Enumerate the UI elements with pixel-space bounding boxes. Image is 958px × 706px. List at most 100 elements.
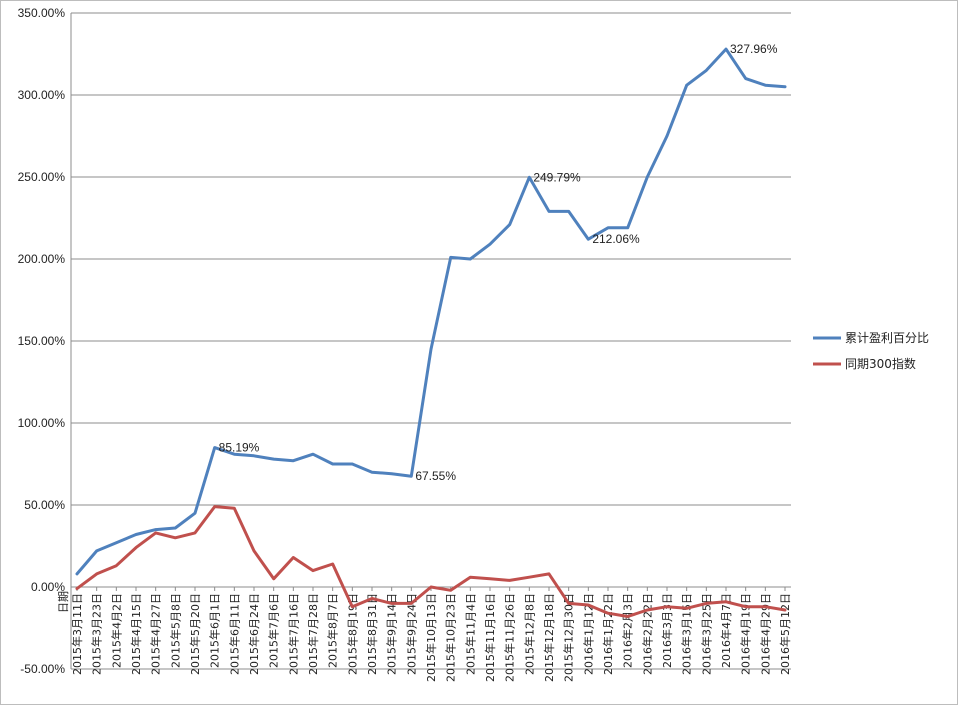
data-point bbox=[469, 575, 472, 579]
x-tick-label: 2015年10月23日 bbox=[444, 593, 458, 682]
data-point bbox=[685, 83, 688, 87]
x-tick-label: 2016年1月22日 bbox=[601, 593, 615, 675]
data-point bbox=[75, 587, 79, 590]
data-point bbox=[272, 577, 275, 580]
data-point bbox=[370, 597, 374, 600]
data-point bbox=[311, 569, 315, 572]
gridlines bbox=[71, 12, 791, 670]
data-point bbox=[75, 572, 79, 576]
data-point bbox=[331, 562, 334, 566]
data-point bbox=[606, 612, 610, 615]
data-label: 85.19% bbox=[219, 441, 260, 455]
data-point bbox=[252, 454, 256, 457]
x-tick-label: 2015年11月16日 bbox=[483, 593, 497, 682]
data-point bbox=[410, 602, 413, 605]
data-point bbox=[429, 585, 433, 589]
x-tick-label: 2015年4月15日 bbox=[129, 593, 143, 675]
x-tick-label: 2015年7月16日 bbox=[286, 593, 300, 675]
series-line-1 bbox=[75, 47, 787, 576]
x-tick-label: 2015年11月4日 bbox=[463, 593, 477, 675]
y-tick-label: 200.00% bbox=[18, 252, 66, 266]
data-labels: 85.19% 67.55% 249.79% 212.06% 327.96% bbox=[219, 42, 778, 483]
data-point bbox=[370, 471, 374, 474]
x-tick-label: 2015年5月8日 bbox=[168, 593, 182, 668]
x-tick-label: 2015年8月7日 bbox=[326, 593, 340, 668]
data-point bbox=[587, 603, 590, 607]
x-tick-label: 2016年4月7日 bbox=[719, 593, 733, 668]
x-tick-label: 2015年12月30日 bbox=[562, 593, 576, 682]
data-point bbox=[685, 607, 688, 610]
y-tick-label: -50.00% bbox=[20, 662, 65, 676]
x-tick-label: 2016年5月12日 bbox=[778, 593, 792, 675]
data-point bbox=[134, 546, 138, 549]
x-tick-label: 2015年3月11日 bbox=[70, 593, 84, 675]
y-tick-label: 350.00% bbox=[18, 6, 66, 20]
data-point bbox=[193, 531, 197, 535]
data-point bbox=[646, 608, 649, 612]
data-point bbox=[606, 226, 610, 230]
x-tick-label: 2015年8月19日 bbox=[345, 593, 359, 675]
x-tick-label: 2016年4月19日 bbox=[739, 593, 753, 675]
data-point bbox=[705, 69, 708, 72]
data-point bbox=[744, 77, 747, 80]
data-point bbox=[390, 602, 393, 605]
x-tick-label: 2015年6月11日 bbox=[227, 593, 241, 675]
x-tick-label: 2015年9月14日 bbox=[385, 593, 399, 675]
x-tick-label: 2015年7月28日 bbox=[306, 593, 320, 675]
x-tick-label: 2015年4月2日 bbox=[109, 593, 123, 668]
data-point bbox=[783, 85, 787, 89]
x-axis-title: 日期 bbox=[57, 591, 70, 613]
data-point bbox=[567, 210, 570, 213]
data-point bbox=[115, 541, 118, 544]
data-point bbox=[233, 452, 236, 456]
data-point bbox=[390, 472, 393, 476]
data-point bbox=[764, 605, 767, 608]
y-tick-label: 250.00% bbox=[18, 170, 66, 184]
series-lines bbox=[75, 47, 787, 618]
data-label: 67.55% bbox=[415, 469, 456, 483]
data-point bbox=[469, 257, 472, 261]
data-label: 249.79% bbox=[533, 170, 581, 184]
data-point bbox=[95, 549, 98, 553]
data-point bbox=[292, 556, 295, 559]
data-point bbox=[134, 533, 138, 536]
data-point bbox=[528, 575, 531, 579]
x-tick-label: 2015年9月24日 bbox=[404, 593, 418, 675]
data-point bbox=[567, 602, 570, 605]
x-tick-label: 2015年3月23日 bbox=[90, 593, 104, 675]
data-point bbox=[115, 564, 118, 567]
x-tick-label: 2015年5月20日 bbox=[188, 593, 202, 675]
data-point bbox=[95, 572, 98, 576]
data-point bbox=[193, 512, 197, 515]
data-point bbox=[488, 577, 492, 580]
data-point bbox=[724, 600, 728, 603]
x-tick-label: 2016年4月29日 bbox=[758, 593, 772, 675]
data-label: 212.06% bbox=[592, 232, 640, 246]
data-point bbox=[351, 605, 354, 608]
data-point bbox=[547, 572, 551, 576]
data-point bbox=[646, 175, 649, 179]
x-tick-label: 2015年6月1日 bbox=[208, 593, 222, 668]
data-point bbox=[744, 605, 747, 608]
y-axis: -50.00% 0.00% 50.00% 100.00% 150.00% 200.00% 2… bbox=[18, 6, 72, 676]
x-axis: 日期 2015年3月11日 2015年3月23日 2015年4月2日 2015年4月15… bbox=[57, 586, 792, 682]
data-point bbox=[252, 549, 256, 553]
y-tick-label: 150.00% bbox=[18, 334, 66, 348]
data-point bbox=[311, 452, 315, 456]
x-tick-label: 2015年7月6日 bbox=[267, 593, 281, 668]
data-point bbox=[331, 462, 334, 466]
x-tick-label: 2016年2月22日 bbox=[640, 593, 654, 675]
y-tick-label: 300.00% bbox=[18, 88, 66, 102]
data-point bbox=[429, 348, 433, 351]
data-point bbox=[488, 243, 492, 246]
y-tick-label: 0.00% bbox=[31, 580, 65, 594]
x-tick-label: 2016年1月12日 bbox=[581, 593, 595, 675]
data-point bbox=[174, 526, 177, 530]
data-point bbox=[528, 176, 531, 179]
y-tick-label: 100.00% bbox=[18, 416, 66, 430]
x-tick-label: 2015年8月31日 bbox=[365, 593, 379, 675]
x-tick-label: 2016年2月3日 bbox=[621, 593, 635, 668]
x-tick-label: 2015年12月8日 bbox=[522, 593, 536, 675]
data-point bbox=[508, 223, 511, 226]
